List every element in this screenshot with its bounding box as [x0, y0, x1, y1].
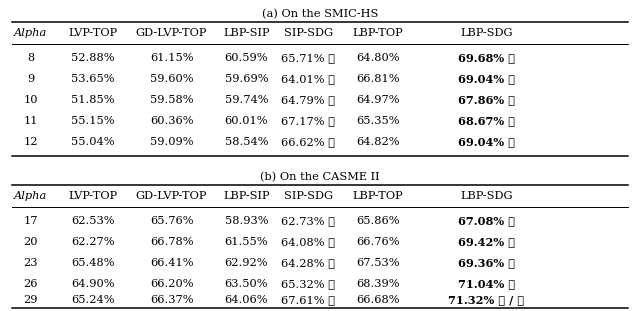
- Text: 67.17% ①: 67.17% ①: [282, 116, 335, 126]
- Text: LBP-TOP: LBP-TOP: [352, 28, 403, 38]
- Text: 61.55%: 61.55%: [225, 237, 268, 247]
- Text: 66.62% ①: 66.62% ①: [282, 137, 335, 147]
- Text: 55.04%: 55.04%: [71, 137, 115, 147]
- Text: 10: 10: [24, 95, 38, 105]
- Text: 51.85%: 51.85%: [71, 95, 115, 105]
- Text: 65.24%: 65.24%: [71, 295, 115, 305]
- Text: GD-LVP-TOP: GD-LVP-TOP: [136, 28, 207, 38]
- Text: 63.50%: 63.50%: [225, 279, 268, 289]
- Text: 26: 26: [24, 279, 38, 289]
- Text: 65.48%: 65.48%: [71, 258, 115, 268]
- Text: GD-LVP-TOP: GD-LVP-TOP: [136, 191, 207, 201]
- Text: 8: 8: [27, 53, 35, 63]
- Text: 12: 12: [24, 137, 38, 147]
- Text: 65.76%: 65.76%: [150, 216, 193, 226]
- Text: 64.28% ⑮: 64.28% ⑮: [282, 258, 335, 268]
- Text: 60.01%: 60.01%: [225, 116, 268, 126]
- Text: 65.32% ⑮: 65.32% ⑮: [282, 279, 335, 289]
- Text: 61.15%: 61.15%: [150, 53, 193, 63]
- Text: SIP-SDG: SIP-SDG: [284, 28, 333, 38]
- Text: 66.76%: 66.76%: [356, 237, 399, 247]
- Text: 64.80%: 64.80%: [356, 53, 399, 63]
- Text: 66.81%: 66.81%: [356, 74, 399, 84]
- Text: 66.78%: 66.78%: [150, 237, 193, 247]
- Text: LBP-SIP: LBP-SIP: [223, 28, 269, 38]
- Text: 64.90%: 64.90%: [71, 279, 115, 289]
- Text: LBP-SIP: LBP-SIP: [223, 191, 269, 201]
- Text: 65.35%: 65.35%: [356, 116, 399, 126]
- Text: 62.53%: 62.53%: [71, 216, 115, 226]
- Text: 59.74%: 59.74%: [225, 95, 268, 105]
- Text: 65.71% ①: 65.71% ①: [282, 53, 335, 63]
- Text: 64.08% ⑮: 64.08% ⑮: [282, 237, 335, 247]
- Text: 62.92%: 62.92%: [225, 258, 268, 268]
- Text: 20: 20: [24, 237, 38, 247]
- Text: 11: 11: [24, 116, 38, 126]
- Text: 69.04% ①: 69.04% ①: [458, 137, 515, 147]
- Text: LVP-TOP: LVP-TOP: [68, 191, 117, 201]
- Text: Alpha: Alpha: [14, 28, 47, 38]
- Text: 62.73% ⑮: 62.73% ⑮: [282, 216, 335, 226]
- Text: LBP-SDG: LBP-SDG: [460, 191, 513, 201]
- Text: 67.53%: 67.53%: [356, 258, 399, 268]
- Text: 58.93%: 58.93%: [225, 216, 268, 226]
- Text: 60.59%: 60.59%: [225, 53, 268, 63]
- Text: 66.41%: 66.41%: [150, 258, 193, 268]
- Text: 68.67% ①: 68.67% ①: [458, 115, 515, 127]
- Text: LVP-TOP: LVP-TOP: [68, 28, 117, 38]
- Text: 64.06%: 64.06%: [225, 295, 268, 305]
- Text: 59.09%: 59.09%: [150, 137, 193, 147]
- Text: 69.42% ⑭: 69.42% ⑭: [458, 236, 515, 248]
- Text: 52.88%: 52.88%: [71, 53, 115, 63]
- Text: 53.65%: 53.65%: [71, 74, 115, 84]
- Text: (b) On the CASME II: (b) On the CASME II: [260, 172, 380, 182]
- Text: 69.36% ⑭: 69.36% ⑭: [458, 258, 515, 268]
- Text: 64.82%: 64.82%: [356, 137, 399, 147]
- Text: 67.08% ①: 67.08% ①: [458, 216, 515, 226]
- Text: 65.86%: 65.86%: [356, 216, 399, 226]
- Text: 71.04% ⑫: 71.04% ⑫: [458, 278, 515, 290]
- Text: 9: 9: [27, 74, 35, 84]
- Text: 59.58%: 59.58%: [150, 95, 193, 105]
- Text: LBP-SDG: LBP-SDG: [460, 28, 513, 38]
- Text: 67.61% ⑩: 67.61% ⑩: [282, 295, 335, 305]
- Text: Alpha: Alpha: [14, 191, 47, 201]
- Text: 66.68%: 66.68%: [356, 295, 399, 305]
- Text: 59.69%: 59.69%: [225, 74, 268, 84]
- Text: LBP-TOP: LBP-TOP: [352, 191, 403, 201]
- Text: 23: 23: [24, 258, 38, 268]
- Text: 64.79% ①: 64.79% ①: [282, 95, 335, 105]
- Text: 59.60%: 59.60%: [150, 74, 193, 84]
- Text: 17: 17: [24, 216, 38, 226]
- Text: SIP-SDG: SIP-SDG: [284, 191, 333, 201]
- Text: 68.39%: 68.39%: [356, 279, 399, 289]
- Text: (a) On the SMIC-HS: (a) On the SMIC-HS: [262, 9, 378, 19]
- Text: 58.54%: 58.54%: [225, 137, 268, 147]
- Text: 69.04% ①: 69.04% ①: [458, 73, 515, 85]
- Text: 64.97%: 64.97%: [356, 95, 399, 105]
- Text: 67.86% ①: 67.86% ①: [458, 95, 515, 105]
- Text: 71.32% ⑮ / ⑩: 71.32% ⑮ / ⑩: [449, 295, 524, 305]
- Text: 64.01% ①: 64.01% ①: [282, 74, 335, 84]
- Text: 62.27%: 62.27%: [71, 237, 115, 247]
- Text: 66.37%: 66.37%: [150, 295, 193, 305]
- Text: 60.36%: 60.36%: [150, 116, 193, 126]
- Text: 55.15%: 55.15%: [71, 116, 115, 126]
- Text: 66.20%: 66.20%: [150, 279, 193, 289]
- Text: 29: 29: [24, 295, 38, 305]
- Text: 69.68% ①: 69.68% ①: [458, 53, 515, 63]
